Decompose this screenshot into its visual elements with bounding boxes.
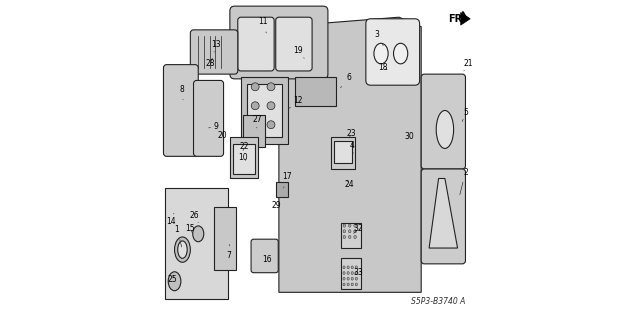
Text: 2: 2: [460, 168, 468, 195]
Ellipse shape: [354, 235, 356, 239]
Ellipse shape: [343, 224, 346, 227]
Text: 32: 32: [353, 224, 364, 234]
Ellipse shape: [355, 277, 358, 280]
Ellipse shape: [252, 102, 259, 110]
Ellipse shape: [394, 43, 408, 64]
Text: 21: 21: [463, 59, 473, 71]
Bar: [230, 137, 259, 178]
Ellipse shape: [343, 235, 346, 239]
Bar: [294, 77, 336, 106]
Bar: [331, 137, 355, 169]
Text: 6: 6: [340, 73, 351, 88]
Ellipse shape: [347, 266, 349, 269]
Ellipse shape: [348, 230, 351, 233]
Text: 16: 16: [262, 255, 272, 264]
Text: 20: 20: [217, 131, 227, 140]
FancyBboxPatch shape: [230, 6, 328, 79]
Ellipse shape: [168, 272, 181, 291]
Ellipse shape: [175, 237, 190, 262]
Text: 14: 14: [166, 213, 175, 226]
Ellipse shape: [343, 271, 345, 274]
Text: 9: 9: [209, 122, 218, 131]
Bar: [340, 257, 361, 289]
Ellipse shape: [347, 271, 349, 274]
Text: 12: 12: [289, 97, 303, 109]
Text: 26: 26: [189, 211, 199, 223]
Bar: [233, 144, 255, 174]
FancyBboxPatch shape: [163, 65, 198, 156]
Polygon shape: [461, 12, 470, 25]
Ellipse shape: [355, 271, 358, 274]
Ellipse shape: [348, 235, 351, 239]
Polygon shape: [429, 178, 458, 248]
Ellipse shape: [252, 121, 259, 129]
Text: FR.: FR.: [448, 14, 466, 24]
Text: 33: 33: [354, 268, 364, 277]
Text: 15: 15: [186, 224, 195, 233]
Polygon shape: [279, 17, 421, 292]
Text: 28: 28: [205, 58, 214, 68]
FancyBboxPatch shape: [366, 19, 420, 85]
Ellipse shape: [354, 230, 356, 233]
Ellipse shape: [347, 283, 349, 286]
Text: 10: 10: [239, 153, 248, 162]
Ellipse shape: [343, 283, 345, 286]
Bar: [334, 141, 351, 163]
Ellipse shape: [436, 110, 454, 148]
Ellipse shape: [267, 121, 275, 129]
Bar: [247, 84, 282, 137]
FancyBboxPatch shape: [190, 30, 238, 74]
Text: 19: 19: [294, 46, 304, 58]
FancyBboxPatch shape: [238, 17, 274, 71]
Ellipse shape: [193, 226, 204, 242]
Text: 5: 5: [462, 108, 468, 122]
FancyBboxPatch shape: [251, 239, 278, 273]
Ellipse shape: [374, 43, 388, 64]
Text: 17: 17: [282, 172, 292, 188]
Ellipse shape: [354, 224, 356, 227]
FancyBboxPatch shape: [193, 80, 223, 156]
Text: 18: 18: [378, 63, 388, 72]
Ellipse shape: [351, 271, 353, 274]
Ellipse shape: [355, 283, 358, 286]
FancyBboxPatch shape: [421, 169, 465, 264]
Ellipse shape: [343, 277, 345, 280]
Bar: [241, 77, 289, 144]
Ellipse shape: [351, 277, 353, 280]
Bar: [165, 188, 228, 299]
Ellipse shape: [267, 83, 275, 91]
Text: 1: 1: [175, 225, 182, 247]
Text: 7: 7: [226, 244, 231, 260]
Text: 29: 29: [271, 197, 281, 210]
Ellipse shape: [351, 283, 353, 286]
Ellipse shape: [348, 224, 351, 227]
Text: 30: 30: [404, 132, 414, 141]
Text: 11: 11: [259, 18, 268, 33]
Text: 22: 22: [239, 142, 249, 151]
Text: 8: 8: [179, 85, 184, 100]
Bar: [243, 115, 265, 147]
Text: 4: 4: [349, 141, 354, 153]
Text: 3: 3: [374, 30, 383, 46]
Ellipse shape: [252, 83, 259, 91]
Ellipse shape: [347, 277, 349, 280]
Ellipse shape: [343, 266, 345, 269]
FancyBboxPatch shape: [276, 17, 312, 71]
Text: S5P3-B3740 A: S5P3-B3740 A: [411, 297, 465, 306]
Ellipse shape: [178, 241, 187, 258]
Ellipse shape: [351, 266, 353, 269]
Text: 27: 27: [253, 115, 262, 128]
Text: 24: 24: [344, 180, 354, 189]
Bar: [214, 207, 236, 270]
Text: 23: 23: [346, 129, 356, 138]
Text: 25: 25: [167, 275, 177, 284]
Ellipse shape: [355, 266, 358, 269]
Ellipse shape: [267, 102, 275, 110]
Ellipse shape: [343, 230, 346, 233]
Text: 13: 13: [211, 40, 220, 52]
Bar: [340, 223, 361, 248]
FancyBboxPatch shape: [421, 74, 465, 169]
Bar: [276, 182, 289, 197]
